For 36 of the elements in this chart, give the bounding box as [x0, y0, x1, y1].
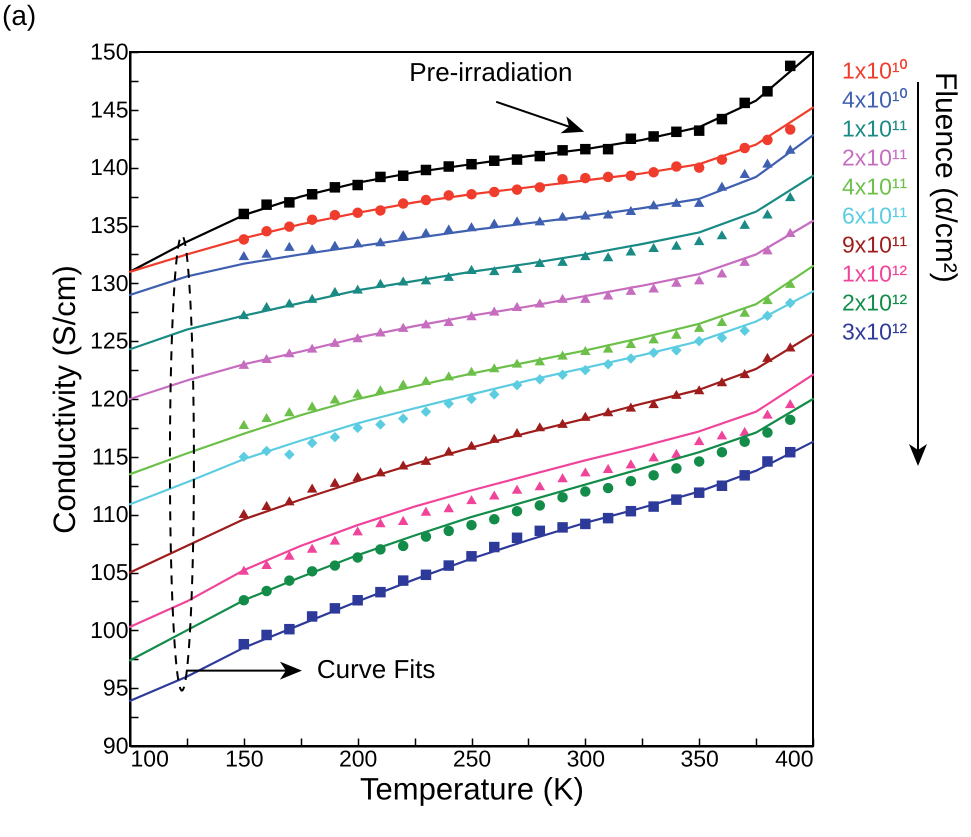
x-tick-label: 300: [566, 746, 606, 772]
y-tick-label: 105: [90, 559, 128, 585]
text: 1x10¹⁰: [842, 58, 908, 84]
y-tick-label: 145: [90, 96, 128, 122]
y-tick-label: 95: [102, 674, 128, 701]
text: 3x10¹²: [842, 318, 908, 344]
y-tick-label: 90: [102, 732, 128, 758]
x-tick-label: 350: [680, 746, 719, 772]
text: 4x10¹⁰: [842, 86, 908, 112]
y-tick-label: 110: [92, 501, 128, 528]
text: 1x10¹¹: [842, 116, 908, 142]
y-tick-label: 125: [90, 328, 128, 354]
y-axis-title: Conductivity (S/cm): [47, 265, 82, 534]
annotation: Curve Fits: [316, 654, 436, 685]
y-tick-label: 150: [90, 38, 128, 64]
legend-title: Fluence (α/cm²): [928, 72, 962, 283]
text: 6x10¹¹: [842, 202, 908, 228]
y-tick-label: 130: [90, 270, 128, 296]
y-tick-label: 140: [90, 154, 128, 180]
y-tick-label: 120: [90, 386, 128, 412]
text: 1x10¹²: [842, 260, 908, 286]
x-tick-label: 150: [225, 746, 264, 772]
annotation: Pre-irradiation: [409, 56, 572, 88]
y-tick-label: 115: [92, 443, 128, 470]
text: 2x10¹¹: [842, 144, 908, 170]
x-tick-label: 400: [775, 746, 814, 772]
text: 4x10¹¹: [842, 174, 908, 200]
text: 2x10¹²: [842, 290, 908, 316]
x-tick-label: 200: [338, 746, 378, 772]
text: (a): [2, 0, 36, 32]
y-tick-label: 100: [90, 616, 128, 643]
x-tick-label: 100: [130, 746, 169, 772]
y-tick-label: 135: [90, 212, 128, 238]
x-axis-title: Temperature (K): [360, 772, 584, 806]
x-tick-label: 250: [452, 746, 492, 772]
text: 9x10¹¹: [842, 232, 908, 258]
